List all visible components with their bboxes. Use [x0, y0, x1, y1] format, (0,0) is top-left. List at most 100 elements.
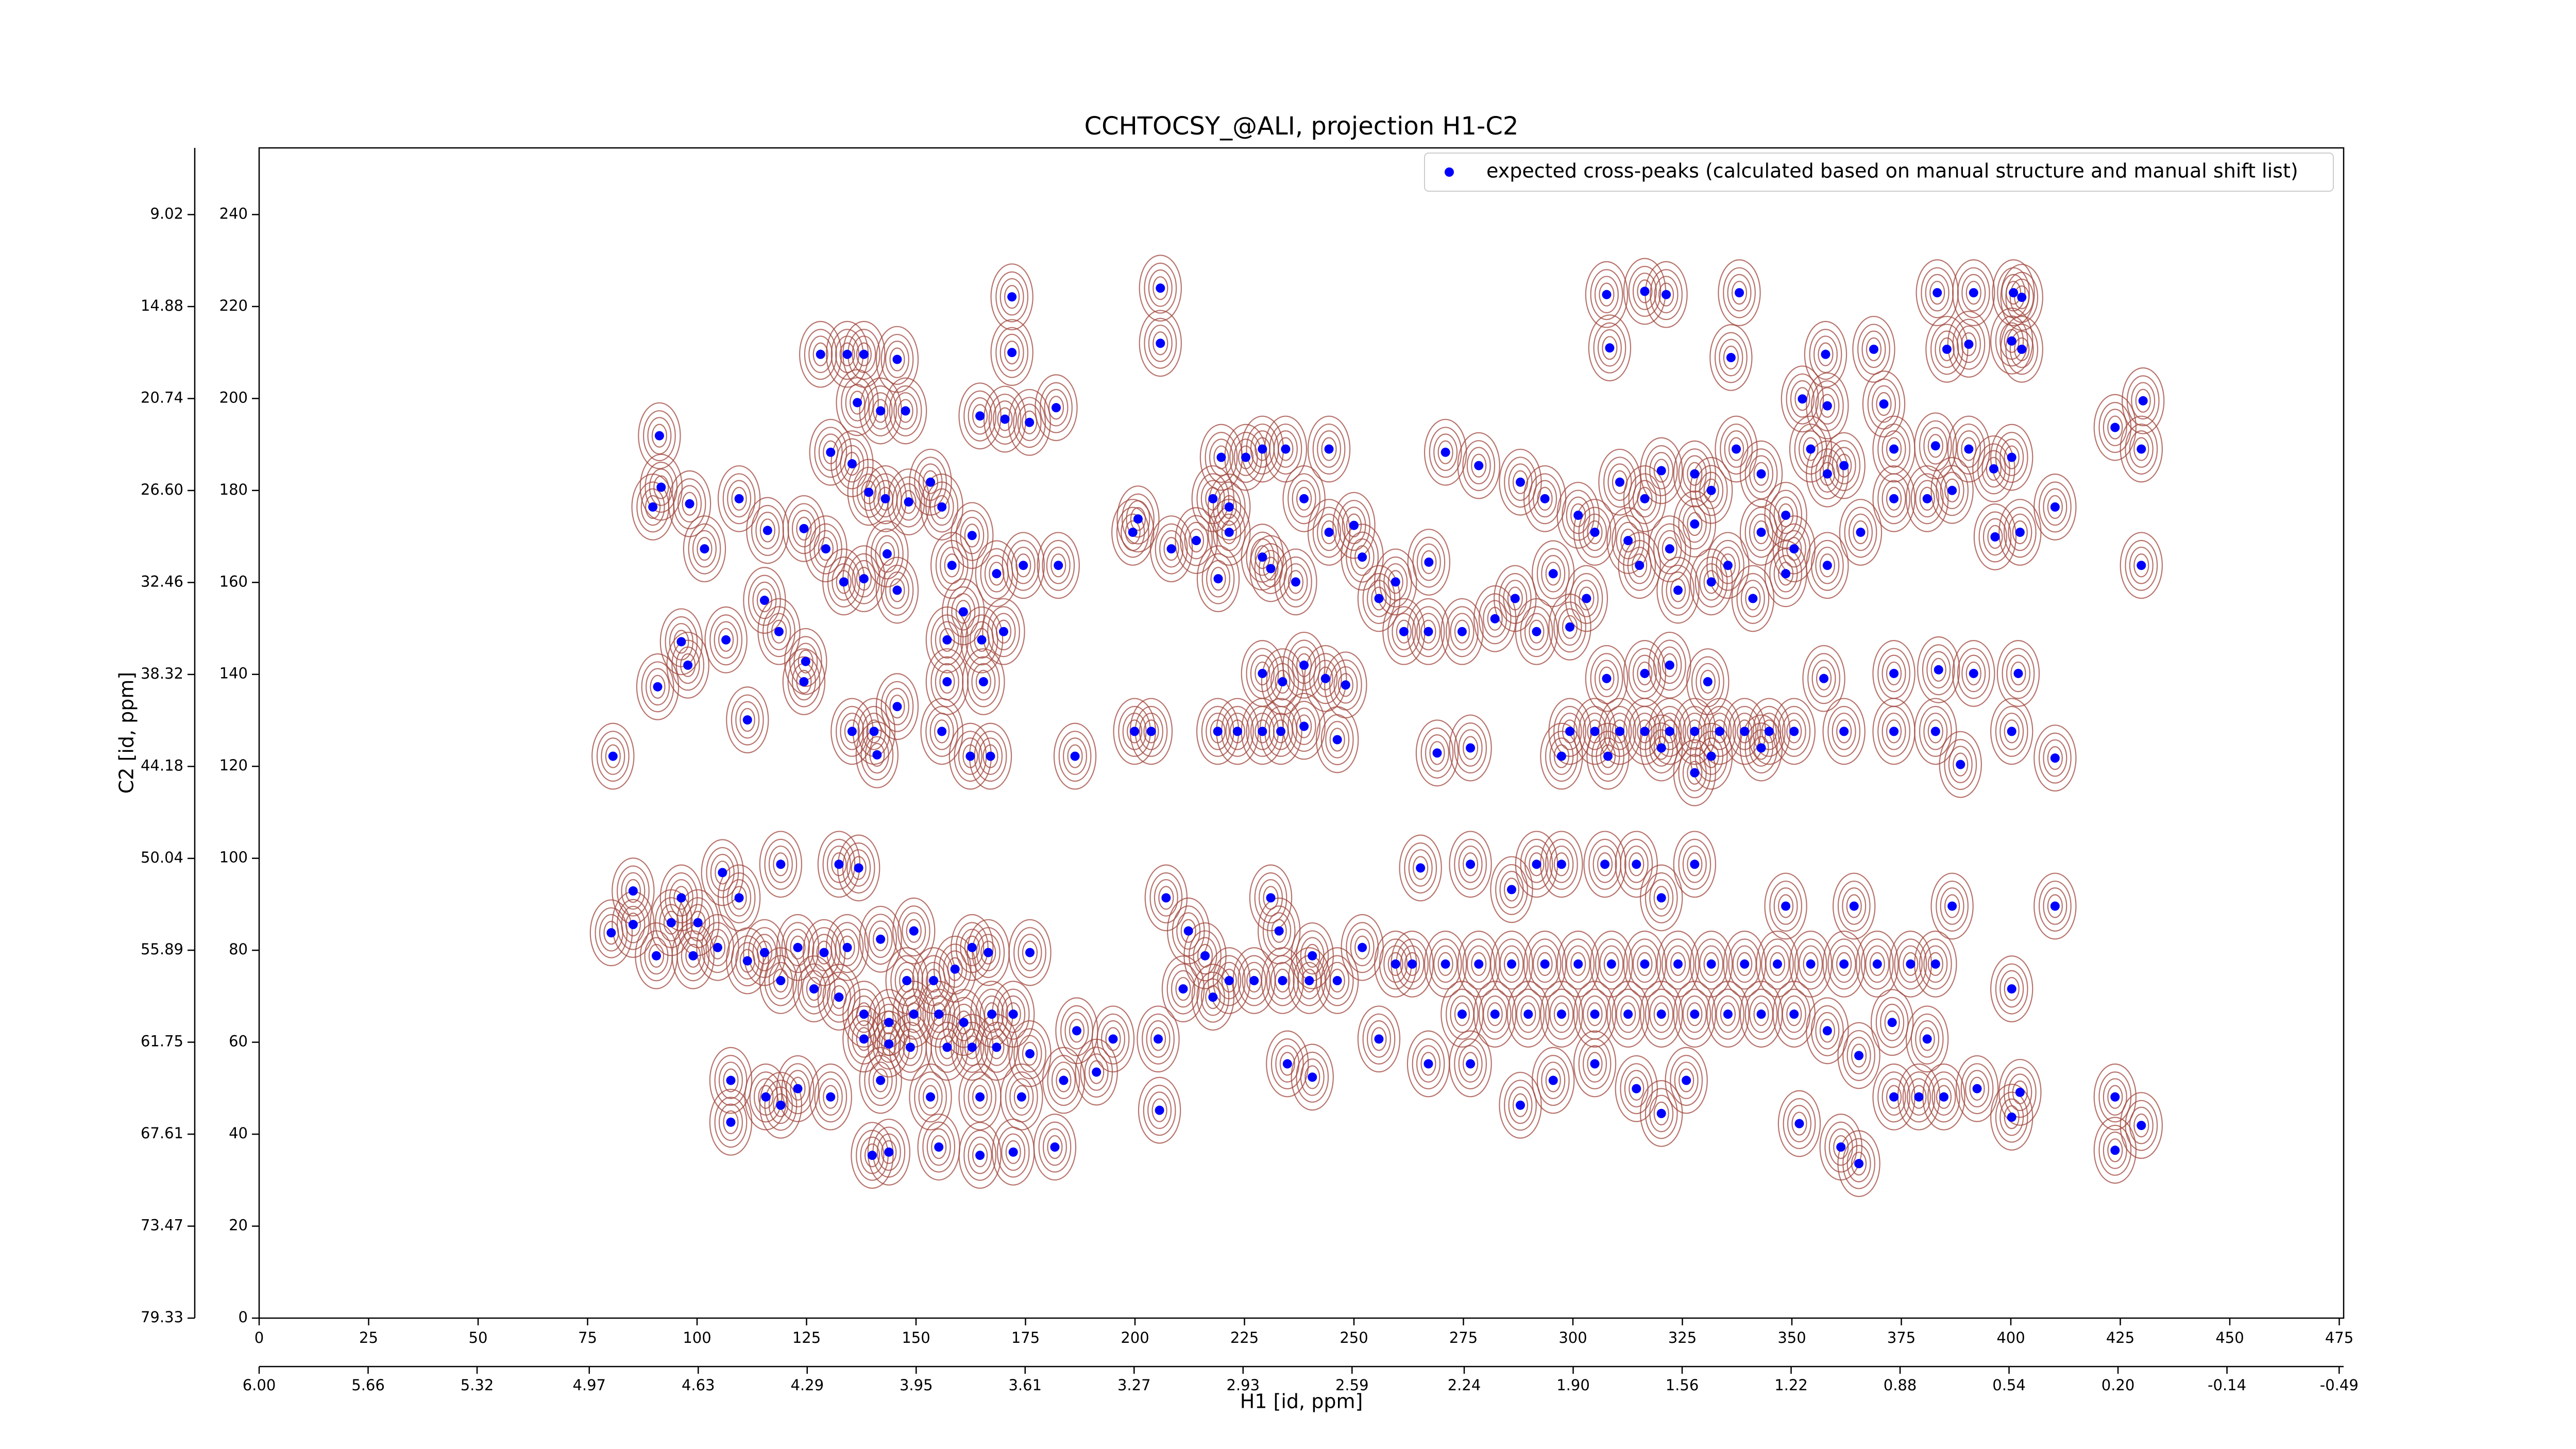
contour	[1624, 845, 1649, 883]
contour	[1337, 500, 1370, 551]
contour	[1053, 722, 1097, 790]
cross-peak	[1232, 727, 1242, 736]
contour	[1694, 556, 1728, 608]
contour	[1623, 540, 1656, 591]
contour	[1471, 453, 1487, 478]
contour	[2047, 894, 2063, 918]
cross-peak	[1756, 1009, 1766, 1019]
contour	[1832, 713, 1856, 750]
cross-peak	[1715, 727, 1724, 736]
cross-peak	[1507, 885, 1516, 895]
cross-peak	[1989, 464, 1998, 474]
contour	[1537, 952, 1553, 976]
contour	[1628, 473, 1662, 525]
contour	[1512, 470, 1529, 494]
cross-peak	[1532, 627, 1541, 636]
contour	[1150, 1027, 1166, 1051]
contour	[1035, 374, 1078, 442]
x2-tick-label: 0.20	[2102, 1376, 2135, 1394]
contour	[1957, 267, 1990, 318]
contour	[1846, 894, 1862, 918]
contour	[1399, 834, 1442, 902]
contour	[717, 465, 761, 532]
contour	[880, 681, 914, 732]
cross-peak	[1408, 959, 1417, 969]
cross-peak	[1605, 343, 1615, 353]
contour	[727, 480, 752, 518]
contour	[1922, 644, 1955, 696]
cross-peak	[1806, 444, 1816, 454]
contour	[909, 448, 952, 516]
cross-peak	[947, 561, 957, 570]
cross-peak	[1690, 860, 1700, 869]
contour	[846, 849, 871, 887]
contour	[1307, 415, 1351, 483]
y2-tick-label: 9.02	[150, 205, 183, 222]
contour	[831, 430, 874, 497]
contour	[1777, 1090, 1821, 1157]
cross-peak	[826, 1092, 836, 1102]
cross-peak	[1798, 394, 1807, 404]
cross-peak	[1640, 668, 1650, 678]
contour	[648, 943, 665, 968]
contour	[2107, 415, 2123, 440]
y2-tick-label: 67.61	[141, 1124, 183, 1142]
cross-peak	[1573, 959, 1583, 969]
cross-peak	[975, 411, 985, 421]
contour	[1856, 930, 1899, 998]
cross-peak	[1602, 290, 1612, 299]
contour	[1787, 1105, 1811, 1142]
contour	[2008, 513, 2032, 551]
cross-peak	[1756, 469, 1766, 479]
cross-peak	[977, 635, 987, 645]
contour	[2043, 887, 2067, 925]
contour	[752, 934, 777, 971]
contour	[1091, 1005, 1135, 1073]
contour	[781, 1063, 815, 1115]
cross-peak	[742, 956, 752, 966]
contour	[1528, 473, 1562, 525]
x-tick-label: 450	[2215, 1329, 2244, 1346]
contour	[1940, 471, 1964, 510]
contour	[1557, 608, 1582, 646]
contour	[889, 695, 905, 719]
cross-peak	[1399, 627, 1409, 636]
contour	[1362, 1013, 1396, 1065]
contour	[1670, 952, 1686, 976]
cross-peak	[1934, 665, 1943, 675]
cross-peak	[1615, 727, 1624, 736]
cross-peak	[872, 750, 882, 760]
contour	[1803, 952, 1819, 976]
contour	[1806, 372, 1849, 440]
x2-tick-label: 6.00	[243, 1376, 276, 1394]
contour	[2103, 409, 2127, 446]
contour	[675, 646, 700, 684]
contour	[647, 417, 672, 454]
cross-peak	[1590, 727, 1600, 736]
x-tick-label: 150	[902, 1329, 930, 1346]
contour	[1255, 661, 1270, 686]
x-tick-label: 275	[1449, 1329, 1478, 1346]
cross-peak	[1516, 477, 1525, 487]
contour	[1649, 729, 1674, 767]
contour	[1454, 1002, 1470, 1026]
contour	[1536, 1055, 1570, 1106]
cross-peak	[1358, 552, 1367, 562]
contour	[1013, 397, 1046, 448]
contour	[951, 502, 994, 569]
contour	[773, 1093, 789, 1117]
contour	[991, 613, 1016, 651]
cross-peak	[1216, 452, 1226, 462]
cross-peak	[1723, 1009, 1733, 1019]
contour	[1836, 719, 1852, 744]
contour	[971, 663, 996, 701]
cross-peak	[909, 1009, 919, 1019]
cross-peak	[685, 499, 694, 509]
contour	[1257, 897, 1301, 965]
cross-peak	[992, 1042, 1002, 1052]
contour	[1524, 613, 1549, 651]
contour	[1193, 937, 1217, 975]
contour	[1931, 1078, 1956, 1116]
contour	[1822, 698, 1866, 765]
contour	[1657, 713, 1682, 750]
